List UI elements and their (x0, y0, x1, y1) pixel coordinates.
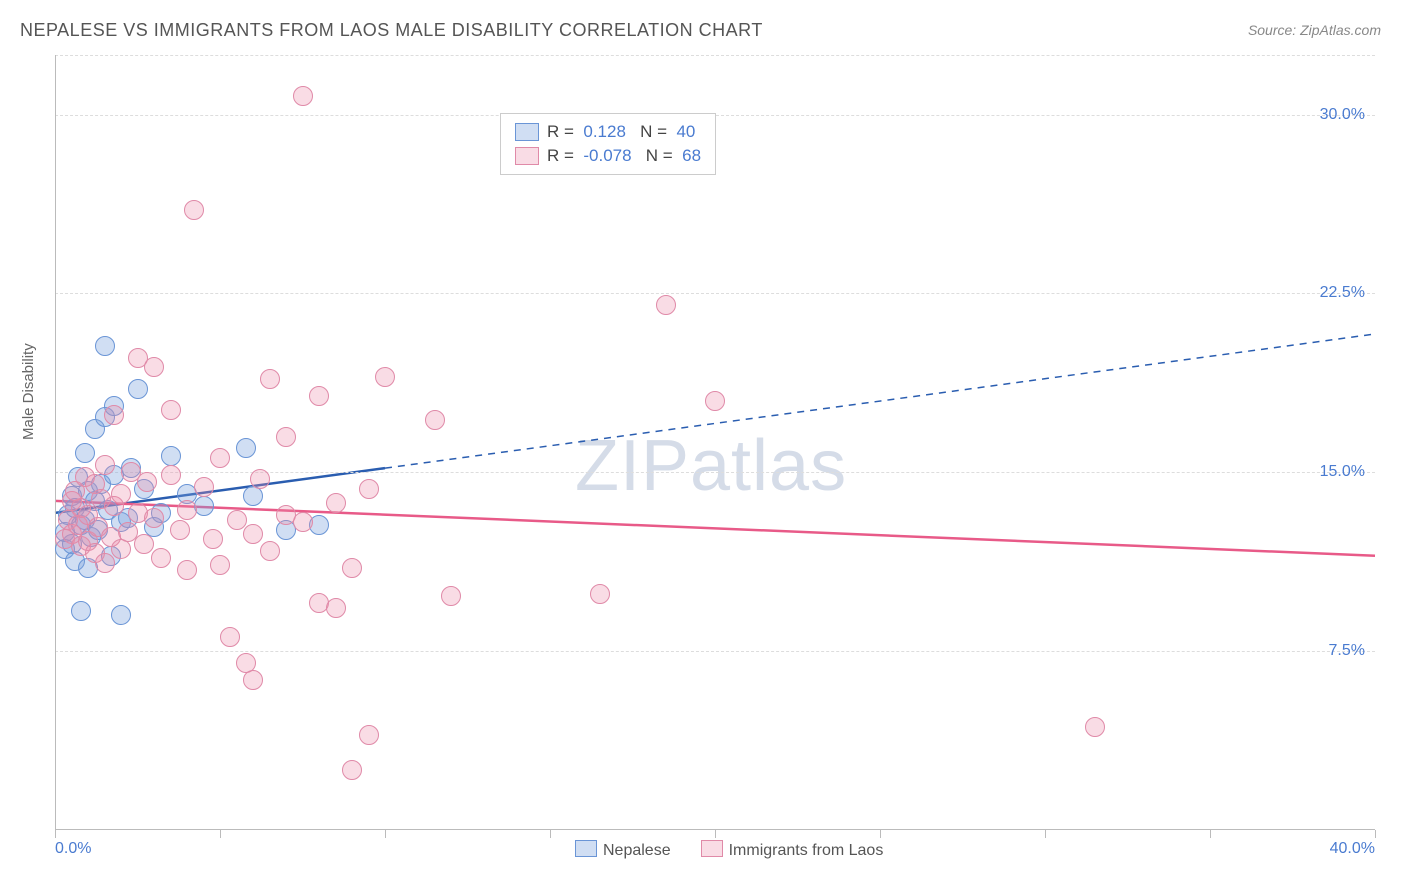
source-attribution: Source: ZipAtlas.com (1248, 22, 1381, 38)
x-tick (55, 830, 56, 838)
data-point (250, 469, 270, 489)
data-point (227, 510, 247, 530)
data-point (342, 760, 362, 780)
data-point (144, 357, 164, 377)
data-point (705, 391, 725, 411)
data-point (104, 405, 124, 425)
x-tick (1210, 830, 1211, 838)
data-point (177, 500, 197, 520)
data-point (260, 369, 280, 389)
legend-label: Immigrants from Laos (729, 842, 884, 859)
data-point (194, 477, 214, 497)
legend-swatch (515, 147, 539, 165)
x-tick-label: 0.0% (55, 840, 91, 858)
y-axis-label: Male Disability (20, 343, 37, 440)
chart-title: NEPALESE VS IMMIGRANTS FROM LAOS MALE DI… (20, 20, 763, 41)
data-point (161, 446, 181, 466)
data-point (425, 410, 445, 430)
data-point (210, 448, 230, 468)
data-point (375, 367, 395, 387)
data-point (276, 427, 296, 447)
legend-row: R = 0.128 N = 40 (515, 120, 701, 144)
data-point (293, 86, 313, 106)
legend-item: Immigrants from Laos (701, 840, 884, 860)
data-point (71, 601, 91, 621)
data-point (134, 534, 154, 554)
data-point (210, 555, 230, 575)
data-point (359, 725, 379, 745)
legend-label: Nepalese (603, 842, 671, 859)
x-tick-label: 40.0% (1330, 840, 1375, 858)
data-point (111, 605, 131, 625)
data-point (95, 455, 115, 475)
data-point (203, 529, 223, 549)
data-point (309, 386, 329, 406)
data-point (95, 336, 115, 356)
data-point (137, 472, 157, 492)
y-tick-label: 22.5% (1320, 284, 1365, 302)
x-tick (550, 830, 551, 838)
legend-item: Nepalese (575, 840, 671, 860)
legend-swatch (575, 840, 597, 857)
legend-swatch (701, 840, 723, 857)
data-point (342, 558, 362, 578)
x-tick (880, 830, 881, 838)
data-point (293, 512, 313, 532)
scatter-plot-area: ZIPatlas 7.5%15.0%22.5%30.0%0.0%40.0% R … (55, 55, 1375, 830)
data-point (151, 548, 171, 568)
data-point (359, 479, 379, 499)
data-point (656, 295, 676, 315)
data-point (590, 584, 610, 604)
y-tick-label: 30.0% (1320, 106, 1365, 124)
y-axis (55, 55, 56, 830)
data-point (128, 379, 148, 399)
x-tick (385, 830, 386, 838)
data-point (161, 465, 181, 485)
x-tick (715, 830, 716, 838)
correlation-legend: R = 0.128 N = 40 R = -0.078 N = 68 (500, 113, 716, 175)
data-point (260, 541, 280, 561)
data-point (243, 670, 263, 690)
data-point (95, 553, 115, 573)
data-point (177, 560, 197, 580)
y-tick-label: 15.0% (1320, 463, 1365, 481)
data-point (326, 493, 346, 513)
legend-stats: R = -0.078 N = 68 (547, 146, 701, 166)
data-point (220, 627, 240, 647)
data-point (441, 586, 461, 606)
data-point (75, 443, 95, 463)
data-point (243, 524, 263, 544)
data-point (326, 598, 346, 618)
data-point (111, 484, 131, 504)
y-tick-label: 7.5% (1329, 642, 1365, 660)
data-point (1085, 717, 1105, 737)
x-tick (1045, 830, 1046, 838)
gridline (55, 293, 1375, 294)
series-legend: Nepalese Immigrants from Laos (575, 840, 883, 860)
gridline (55, 651, 1375, 652)
data-point (161, 400, 181, 420)
x-tick (1375, 830, 1376, 838)
data-point (170, 520, 190, 540)
x-tick (220, 830, 221, 838)
gridline (55, 55, 1375, 56)
data-point (236, 438, 256, 458)
legend-row: R = -0.078 N = 68 (515, 144, 701, 168)
data-point (144, 508, 164, 528)
data-point (184, 200, 204, 220)
legend-stats: R = 0.128 N = 40 (547, 122, 695, 142)
regression-line-dashed (385, 334, 1375, 468)
legend-swatch (515, 123, 539, 141)
